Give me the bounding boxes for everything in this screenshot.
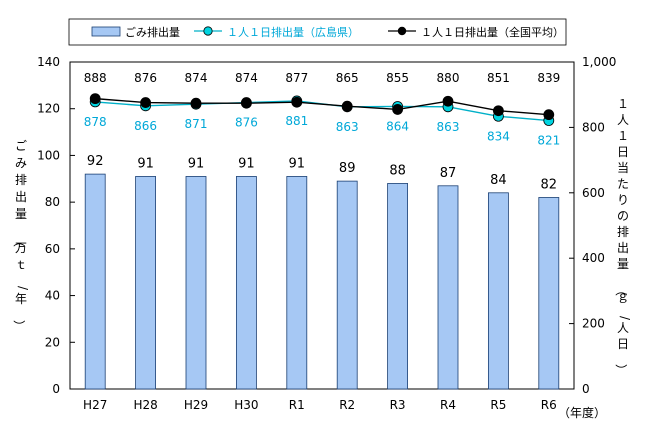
national-value-label: 874: [185, 71, 208, 85]
bar: [538, 197, 560, 390]
x-tick-label: R3: [390, 398, 406, 412]
national-value-label: 855: [386, 71, 409, 85]
bar-value-label: 91: [188, 156, 205, 171]
national-marker: [140, 97, 152, 108]
national-value-label: 874: [235, 71, 258, 85]
hiroshima-value-label: 864: [386, 119, 409, 133]
hiroshima-value-label: 863: [437, 120, 460, 134]
legend-label-national: １人１日排出量（全国平均）: [421, 25, 564, 39]
x-tick-label: R4: [440, 398, 456, 412]
x-tick-label: R1: [289, 398, 305, 412]
bar: [185, 176, 207, 390]
axis-titles: ごみ排出量（万ｔ/年） １人１日当たりの排出量（ｇ/人日）: [12, 97, 632, 376]
bar-value-label: 91: [137, 156, 154, 171]
x-tick-label: H28: [133, 398, 157, 412]
y2-tick-label: 1,000: [582, 55, 616, 69]
y-tick-label: 100: [37, 148, 60, 162]
national-marker: [543, 109, 555, 121]
national-marker: [341, 100, 353, 112]
bar-value-label: 87: [440, 166, 457, 181]
bar: [235, 176, 257, 390]
y2-axis-title-text: １人１日当たりの排出量（ｇ/人日）: [614, 97, 632, 376]
national-marker: [392, 104, 404, 115]
y2-tick-label: 800: [582, 120, 605, 134]
legend-marker-national: [397, 26, 407, 36]
y2-axis-title: １人１日当たりの排出量（ｇ/人日）: [614, 97, 632, 376]
bar-value-label: 91: [238, 156, 255, 171]
legend-swatch-bars: [91, 26, 121, 37]
x-tick-label: H27: [83, 398, 107, 412]
hiroshima-value-label: 878: [84, 115, 107, 129]
data-labels: 92 91 91 91 91 89 88 87 84 82 888 876 874 874 877 865 85…: [84, 71, 561, 192]
national-marker: [492, 105, 504, 117]
legend: ごみ排出量 １人１日排出量（広島県） １人１日排出量（全国平均）: [68, 18, 567, 46]
bar-series: [84, 173, 560, 390]
bar: [135, 176, 157, 390]
x-tick-label: R2: [339, 398, 355, 412]
plot-frame: [69, 61, 575, 390]
x-tick-label: R6: [541, 398, 557, 412]
bar-value-label: 84: [490, 173, 507, 188]
bar-value-label: 89: [339, 161, 356, 176]
axis-ticks: 0 20 40 60 80 100 120 140 0 200 400 600 800 1,000 H27 H…: [37, 55, 616, 412]
national-value-label: 851: [487, 71, 510, 85]
line-series: [89, 93, 555, 126]
bar-value-label: 92: [87, 154, 104, 169]
y-axis-title-text: ごみ排出量（万ｔ/年）: [12, 138, 30, 332]
national-value-label: 839: [537, 71, 560, 85]
bar: [437, 185, 459, 390]
legend-marker-hiroshima: [203, 26, 213, 36]
national-marker: [291, 96, 303, 108]
y-tick-label: 80: [45, 195, 60, 209]
national-marker: [190, 97, 202, 109]
y-tick-label: 0: [52, 382, 60, 396]
bar: [387, 183, 409, 390]
national-marker: [240, 97, 252, 109]
y2-tick-label: 400: [582, 251, 605, 265]
national-marker: [89, 93, 101, 105]
bar-value-label: 88: [389, 163, 406, 178]
y-tick-label: 120: [37, 102, 60, 116]
x-axis-unit: （年度）: [558, 405, 606, 420]
y-tick-label: 140: [37, 55, 60, 69]
legend-label-bars: ごみ排出量: [125, 25, 180, 39]
national-value-label: 880: [437, 71, 460, 85]
national-value-label: 877: [285, 71, 308, 85]
bar: [286, 176, 308, 390]
bar: [336, 180, 358, 390]
y-axis-title: ごみ排出量（万ｔ/年）: [12, 138, 30, 332]
hiroshima-value-label: 881: [285, 114, 308, 128]
national-value-label: 876: [134, 71, 157, 85]
bar: [84, 173, 106, 390]
y2-tick-label: 600: [582, 186, 605, 200]
hiroshima-value-label: 834: [487, 129, 510, 143]
hiroshima-value-label: 871: [185, 117, 208, 131]
bar-value-label: 82: [541, 177, 558, 192]
bar-value-label: 91: [289, 156, 306, 171]
legend-label-hiroshima: １人１日排出量（広島県）: [227, 25, 359, 39]
y-tick-label: 40: [45, 289, 60, 303]
hiroshima-value-label: 876: [235, 116, 258, 130]
x-tick-label: H29: [184, 398, 208, 412]
y-tick-label: 20: [45, 335, 60, 349]
x-tick-label: R5: [490, 398, 506, 412]
bar: [487, 192, 509, 390]
y-tick-label: 60: [45, 242, 60, 256]
y2-tick-label: 0: [582, 382, 590, 396]
legend-box: [68, 18, 567, 46]
hiroshima-value-label: 866: [134, 119, 157, 133]
x-tick-label: H30: [234, 398, 258, 412]
hiroshima-value-label: 863: [336, 120, 359, 134]
national-marker: [442, 95, 454, 107]
hiroshima-value-label: 821: [537, 134, 560, 148]
national-value-label: 888: [84, 71, 107, 85]
national-value-label: 865: [336, 71, 359, 85]
y2-tick-label: 200: [582, 317, 605, 331]
national-line: [95, 97, 549, 116]
